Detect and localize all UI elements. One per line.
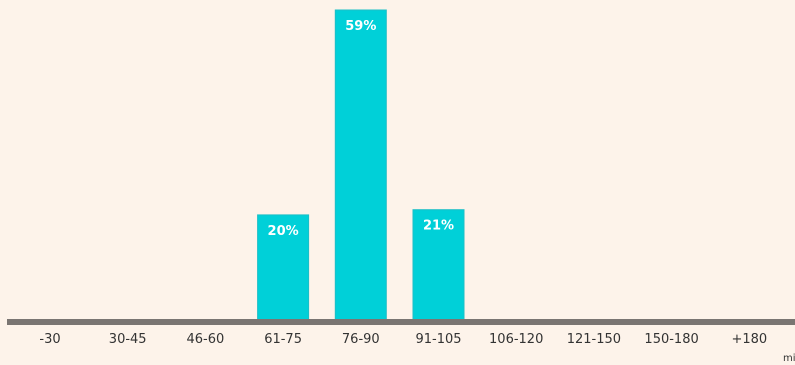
x-tick-+180: +180 [731, 332, 767, 347]
x-tick-labels: -30 30-45 46-60 61-75 76-90 91-105 106-120 121-… [39, 332, 767, 347]
x-tick-121-150: 121-150 [567, 332, 621, 347]
data-label-76-90: 59% [345, 19, 376, 34]
data-label-61-75: 20% [268, 224, 299, 239]
x-tick-76-90: 76-90 [342, 332, 380, 347]
x-tick--30: -30 [39, 332, 60, 347]
x-tick-46-60: 46-60 [187, 332, 225, 347]
bar-61-75 [257, 214, 310, 321]
bar-91-105 [412, 209, 465, 321]
bars-group: 20% 59% 21% [257, 9, 465, 321]
x-tick-91-105: 91-105 [415, 332, 461, 347]
x-axis-baseline [7, 319, 795, 325]
x-tick-30-45: 30-45 [109, 332, 147, 347]
data-label-91-105: 21% [423, 219, 454, 234]
x-tick-61-75: 61-75 [264, 332, 302, 347]
bar-76-90 [334, 9, 387, 321]
x-unit-label: mi [783, 353, 795, 364]
x-tick-106-120: 106-120 [489, 332, 543, 347]
x-tick-150-180: 150-180 [644, 332, 698, 347]
